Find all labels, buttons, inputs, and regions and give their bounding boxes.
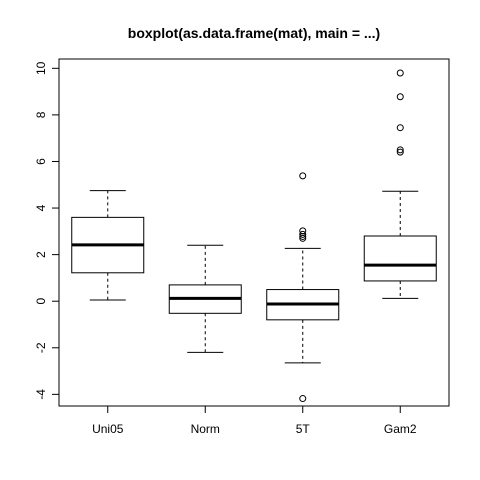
outlier-point [299,172,307,180]
outlier-point [396,146,404,154]
box-norm [168,244,242,353]
outlier-point [299,230,307,238]
outlier-point [299,395,307,403]
y-tick-label: 0 [34,298,48,305]
y-tick-label: 8 [34,111,48,118]
y-tick-label: 2 [34,251,48,258]
outlier-point [299,234,307,242]
outlier-point [396,124,404,132]
box-uni05 [71,190,145,301]
y-tick-label: -4 [34,389,48,400]
x-tick-label: Norm [191,422,220,436]
y-tick-label: 4 [34,204,48,211]
outlier-point [396,69,404,77]
outlier-point [396,148,404,156]
y-tick-label: -2 [34,342,48,353]
outlier-point [299,232,307,240]
y-tick-label: 10 [34,61,48,75]
box-gam2 [363,69,437,299]
x-tick-label: 5T [296,422,311,436]
x-tick-label: Gam2 [384,422,417,436]
x-axis: Uni05 Norm 5T Gam2 [92,405,417,436]
x-tick-label: Uni05 [92,422,124,436]
boxes-group [71,69,437,403]
y-axis: -4 -2 0 2 4 6 8 10 [34,61,60,400]
outlier-point [396,93,404,101]
box-iqr [363,235,437,282]
box-5t [266,172,340,403]
chart-title: boxplot(as.data.frame(mat), main = ...) [128,25,380,41]
y-tick-label: 6 [34,158,48,165]
